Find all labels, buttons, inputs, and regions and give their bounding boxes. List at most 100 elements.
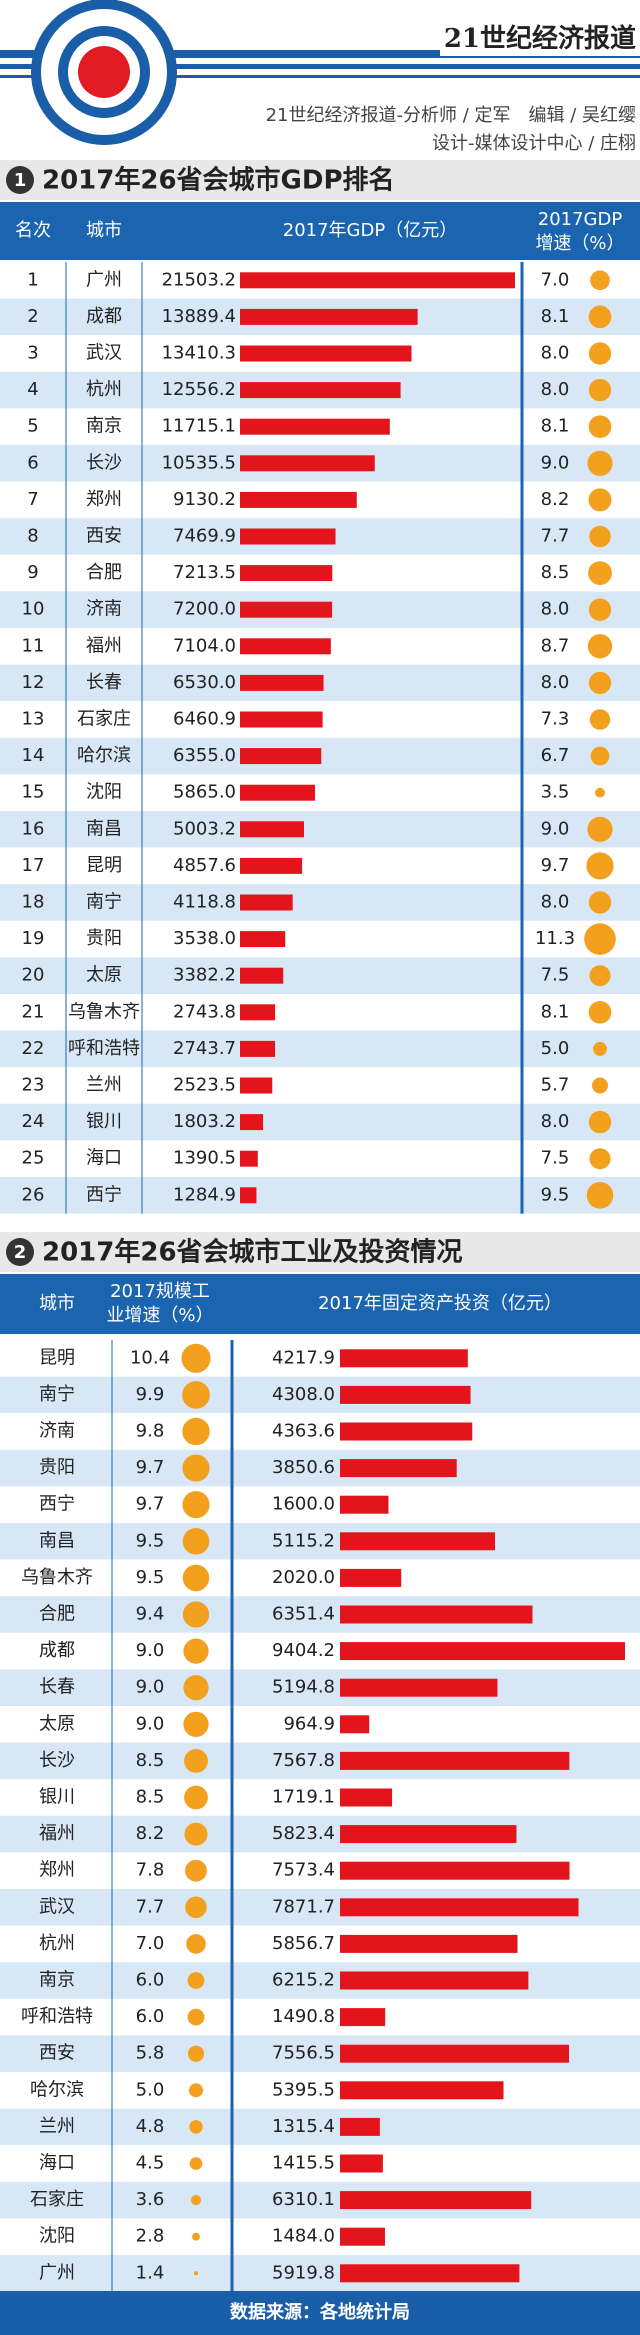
row-bg xyxy=(0,2072,640,2109)
city: 南京 xyxy=(86,416,122,437)
city: 西安 xyxy=(39,2043,75,2064)
city: 郑州 xyxy=(39,1860,75,1881)
growth-circle xyxy=(588,561,612,585)
growth-circle xyxy=(189,2083,203,2098)
row-bg xyxy=(0,2218,640,2255)
growth-circle xyxy=(584,923,616,955)
row-bg xyxy=(0,1030,640,1068)
section-number: 1 xyxy=(14,170,27,191)
growth-value: 7.5 xyxy=(541,965,570,986)
gdp-bar xyxy=(240,931,286,948)
gdp-value: 5003.2 xyxy=(173,818,236,839)
rank: 11 xyxy=(22,635,45,656)
city: 南昌 xyxy=(86,818,122,839)
investment-value: 9404.2 xyxy=(272,1640,335,1661)
gdp-value: 1284.9 xyxy=(173,1184,236,1205)
city: 沈阳 xyxy=(86,782,122,803)
gdp-value: 4118.8 xyxy=(173,892,236,913)
growth-circle xyxy=(589,709,611,730)
investment-value: 6351.4 xyxy=(272,1604,335,1625)
growth-circle xyxy=(183,1638,209,1664)
investment-bar xyxy=(340,1715,370,1734)
investment-bar xyxy=(340,2264,520,2283)
column-header: 城市 xyxy=(39,1293,75,1314)
city: 乌鲁木齐 xyxy=(21,1567,93,1588)
table-header-bg xyxy=(0,202,640,260)
gdp-value: 3382.2 xyxy=(173,965,236,986)
growth-circle xyxy=(182,1491,210,1519)
investment-value: 6310.1 xyxy=(272,2189,335,2210)
row-bg xyxy=(0,2181,640,2219)
gdp-bar xyxy=(240,272,515,289)
gdp-bar xyxy=(240,894,293,911)
city: 沈阳 xyxy=(39,2226,75,2247)
gdp-bar xyxy=(240,382,401,399)
rank: 9 xyxy=(27,562,38,583)
growth-circle xyxy=(588,488,612,512)
rank: 18 xyxy=(22,892,45,913)
column-header: 名次 xyxy=(15,220,51,241)
row-bg xyxy=(0,1376,640,1414)
column-header: 2017年GDP（亿元） xyxy=(283,220,457,241)
column-header: 2017GDP xyxy=(538,209,623,230)
city: 石家庄 xyxy=(30,2189,84,2210)
column-header: 城市 xyxy=(86,220,122,241)
growth-value: 8.5 xyxy=(541,562,570,583)
column-header: 2017规模工 xyxy=(110,1281,210,1302)
growth-circle xyxy=(187,2045,205,2062)
rank: 8 xyxy=(27,526,38,547)
growth-value: 9.8 xyxy=(136,1421,165,1442)
growth-circle xyxy=(588,1000,612,1024)
city: 乌鲁木齐 xyxy=(68,1001,140,1022)
growth-value: 8.0 xyxy=(541,672,570,693)
gdp-value: 10535.5 xyxy=(162,452,236,473)
city: 长春 xyxy=(86,672,122,693)
growth-circle xyxy=(184,1749,208,1773)
city: 贵阳 xyxy=(39,1457,75,1478)
growth-value: 9.0 xyxy=(541,452,570,473)
investment-value: 5856.7 xyxy=(272,1933,335,1954)
growth-value: 9.7 xyxy=(136,1494,165,1515)
rank: 22 xyxy=(22,1038,45,1059)
investment-bar xyxy=(340,2044,570,2063)
city: 郑州 xyxy=(86,489,122,510)
growth-value: 9.4 xyxy=(136,1604,165,1625)
header-stripe xyxy=(0,75,640,78)
growth-value: 5.0 xyxy=(136,2079,165,2100)
growth-value: 8.7 xyxy=(541,635,570,656)
header-stripe xyxy=(0,64,640,69)
growth-value: 3.5 xyxy=(541,782,570,803)
city: 贵阳 xyxy=(86,928,122,949)
gdp-value: 7469.9 xyxy=(173,526,236,547)
growth-value: 7.0 xyxy=(541,269,570,290)
growth-circle xyxy=(588,342,612,365)
rank: 14 xyxy=(22,745,45,766)
rank: 24 xyxy=(22,1111,45,1132)
city: 西宁 xyxy=(86,1184,122,1205)
growth-circle xyxy=(182,1454,210,1482)
column-header: 2017年固定资产投资（亿元） xyxy=(318,1293,562,1314)
rank: 21 xyxy=(22,1001,45,1022)
growth-circle xyxy=(588,671,612,695)
growth-circle xyxy=(184,1785,208,1810)
city: 南京 xyxy=(39,1970,75,1991)
gdp-value: 9130.2 xyxy=(173,489,236,510)
growth-circle xyxy=(184,1822,208,1846)
investment-bar xyxy=(340,2154,383,2173)
growth-circle xyxy=(588,305,612,329)
growth-circle xyxy=(589,965,611,987)
growth-value: 8.0 xyxy=(541,599,570,620)
gdp-bar xyxy=(240,967,284,984)
rank: 12 xyxy=(22,672,45,693)
growth-circle xyxy=(182,1417,210,1446)
rank: 6 xyxy=(27,452,38,473)
investment-value: 4363.6 xyxy=(272,1421,335,1442)
investment-bar xyxy=(340,2081,504,2100)
investment-bar xyxy=(340,2117,380,2136)
gdp-value: 5865.0 xyxy=(173,782,236,803)
growth-value: 9.7 xyxy=(136,1457,165,1478)
gdp-bar xyxy=(240,455,375,472)
investment-value: 5919.8 xyxy=(272,2262,335,2283)
growth-value: 11.3 xyxy=(535,928,575,949)
city: 成都 xyxy=(39,1640,75,1661)
